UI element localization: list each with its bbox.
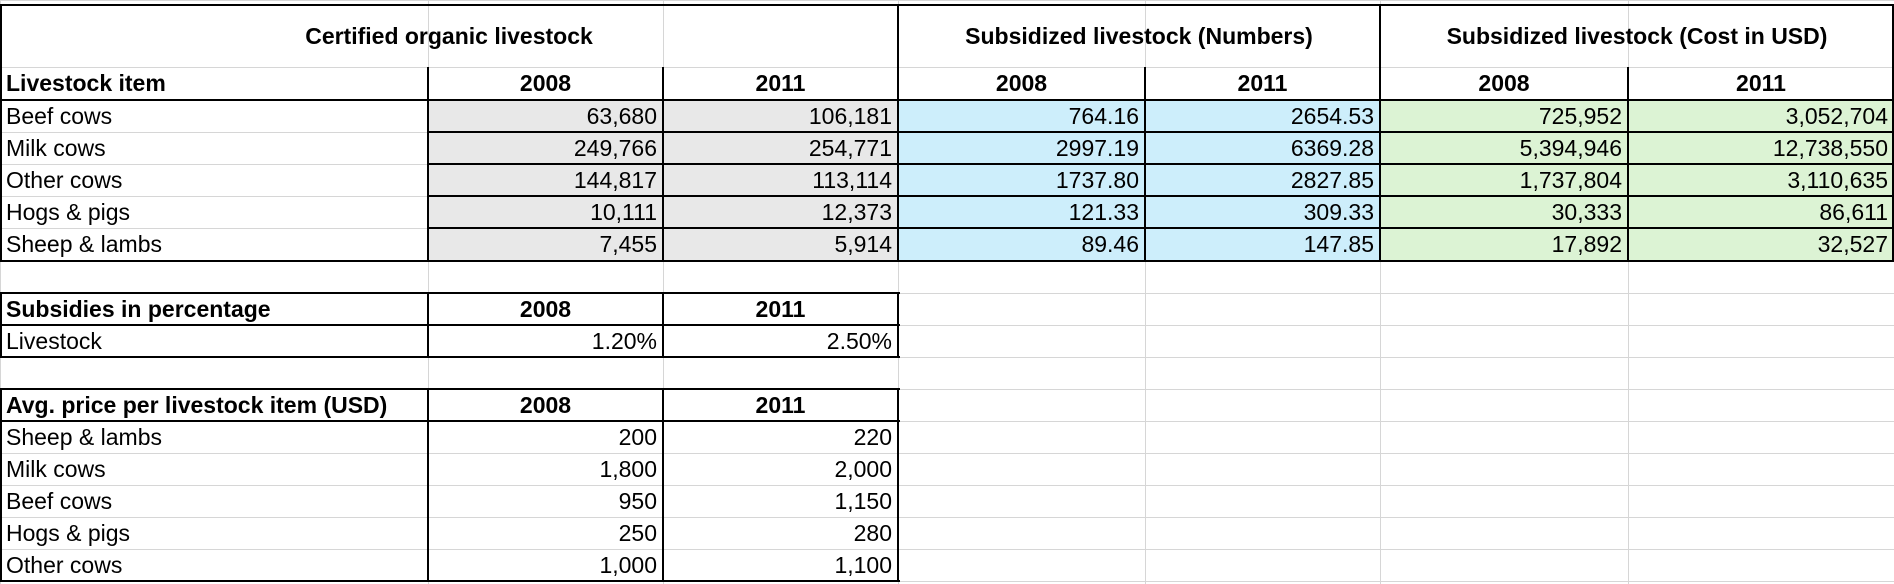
subsidized-number-2011-value: 2827.85: [1290, 166, 1374, 193]
year-header: 2011: [755, 295, 806, 322]
subsidized-number-2008-value: 1737.80: [1055, 166, 1139, 193]
subsidized-cost-2011-value: 12,738,550: [1772, 134, 1888, 161]
subsidies-row-label: Livestock: [6, 327, 102, 354]
subsidized-number-2008-value: 121.33: [1068, 198, 1139, 225]
subsidized-cost-2011-value: 32,527: [1817, 231, 1888, 257]
subsidized-number-2011-value: 309.33: [1303, 198, 1374, 225]
avg-price-2011-value: 220: [853, 423, 892, 450]
avg-price-2008-value: 1,000: [599, 551, 657, 578]
livestock-item-header: Livestock item: [6, 70, 166, 96]
subsidized-cost-title: Subsidized livestock (Cost in USD): [1446, 22, 1828, 49]
subsidized-cost-2011-value: 86,611: [1819, 198, 1888, 225]
avg-price-2011-value: 2,000: [834, 455, 892, 482]
subsidized-cost-2008-value: 5,394,946: [1519, 134, 1622, 161]
subsidized-number-2011-value: 147.85: [1303, 231, 1374, 257]
avg-price-item-label: Milk cows: [6, 455, 106, 482]
subsidized-cost-2008-value: 17,892: [1551, 231, 1622, 257]
livestock-item-label: Beef cows: [6, 102, 113, 129]
year-header: 2008: [519, 391, 572, 418]
certified-2011-value: 113,114: [812, 166, 892, 193]
avg-price-item-label: Hogs & pigs: [6, 519, 131, 546]
certified-2011-value: 12,373: [821, 198, 892, 225]
year-header: 2008: [519, 295, 572, 322]
avg-price-2011-value: 280: [853, 519, 892, 546]
avg-price-2008-value: 1,800: [599, 455, 657, 482]
certified-2008-value: 10,111: [590, 198, 657, 225]
avg-price-item-label: Other cows: [6, 551, 123, 578]
year-header: 2008: [995, 70, 1048, 96]
avg-price-item-label: Sheep & lambs: [6, 423, 162, 450]
subsidies-percentage-header: Subsidies in percentage: [6, 295, 271, 322]
certified-2008-value: 144,817: [573, 166, 657, 193]
subsidies-2008-value: 1.20%: [591, 327, 657, 354]
subsidized-numbers-title: Subsidized livestock (Numbers): [965, 22, 1313, 49]
certified-2008-value: 7,455: [599, 231, 657, 257]
subsidies-2011-value: 2.50%: [826, 327, 892, 354]
certified-2011-value: 106,181: [808, 102, 892, 129]
subsidized-number-2008-value: 764.16: [1068, 102, 1139, 129]
subsidized-cost-2008-value: 30,333: [1551, 198, 1622, 225]
subsidized-number-2008-value: 89.46: [1081, 231, 1139, 257]
avg-price-2008-value: 200: [618, 423, 657, 450]
certified-2008-value: 63,680: [586, 102, 657, 129]
year-header: 2011: [755, 391, 806, 418]
avg-price-2011-value: 1,150: [834, 487, 892, 514]
livestock-item-label: Hogs & pigs: [6, 198, 131, 225]
avg-price-header: Avg. price per livestock item (USD): [6, 391, 388, 418]
certified-2011-value: 5,914: [834, 231, 892, 257]
avg-price-2008-value: 950: [618, 487, 657, 514]
subsidized-number-2011-value: 6369.28: [1290, 134, 1374, 161]
subsidized-number-2011-value: 2654.53: [1290, 102, 1374, 129]
subsidized-cost-2008-value: 1,737,804: [1519, 166, 1622, 193]
year-header: 2011: [1237, 70, 1288, 96]
certified-2011-value: 254,771: [808, 134, 892, 161]
subsidized-number-2008-value: 2997.19: [1055, 134, 1139, 161]
subsidized-cost-2011-value: 3,052,704: [1785, 102, 1888, 129]
subsidized-cost-2008-value: 725,952: [1538, 102, 1622, 129]
certified-2008-value: 249,766: [573, 134, 657, 161]
year-header: 2011: [1736, 70, 1786, 96]
certified-organic-title: Certified organic livestock: [305, 22, 593, 49]
avg-price-2008-value: 250: [618, 519, 657, 546]
livestock-item-label: Other cows: [6, 166, 123, 193]
avg-price-2011-value: 1,100: [834, 551, 892, 578]
subsidized-cost-2011-value: 3,110,635: [1787, 166, 1888, 193]
year-header: 2008: [1478, 70, 1530, 96]
avg-price-item-label: Beef cows: [6, 487, 113, 514]
year-header: 2011: [755, 70, 806, 96]
year-header: 2008: [519, 70, 572, 96]
livestock-item-label: Milk cows: [6, 134, 106, 161]
livestock-item-label: Sheep & lambs: [6, 231, 162, 257]
